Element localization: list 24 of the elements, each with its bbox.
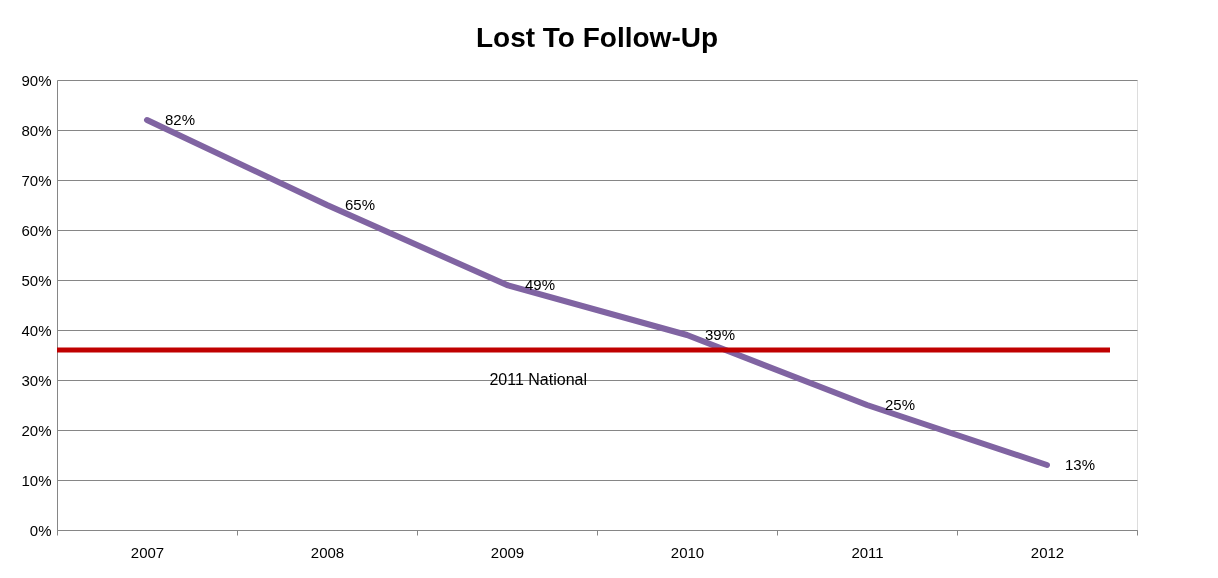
x-tick-label: 2010 <box>670 543 705 561</box>
x-tick-label: 2011 <box>851 543 884 561</box>
y-tick-label: 30% <box>21 371 52 389</box>
y-tick-label: 0% <box>29 521 52 539</box>
y-tick-label: 50% <box>21 271 52 289</box>
data-label: 13% <box>1065 456 1096 473</box>
x-tick-label: 2012 <box>1030 543 1065 561</box>
data-label: 49% <box>525 276 556 293</box>
x-tick-label: 2008 <box>310 543 345 561</box>
x-tick-label: 2009 <box>490 543 525 561</box>
data-label: 25% <box>885 396 916 413</box>
y-tick-label: 60% <box>21 221 52 239</box>
ref-line-label: 2011 National <box>489 371 587 388</box>
y-tick-label: 10% <box>21 471 52 489</box>
data-label: 82% <box>165 111 196 128</box>
data-label: 39% <box>705 326 736 343</box>
y-tick-label: 90% <box>21 71 52 89</box>
y-tick-label: 40% <box>21 321 52 339</box>
y-tick-label: 80% <box>21 121 52 139</box>
chart-title: Lost To Follow-Up <box>475 22 719 53</box>
data-label: 65% <box>345 196 376 213</box>
x-tick-label: 2007 <box>130 543 165 561</box>
y-tick-label: 70% <box>21 171 52 189</box>
y-tick-label: 20% <box>21 421 52 439</box>
